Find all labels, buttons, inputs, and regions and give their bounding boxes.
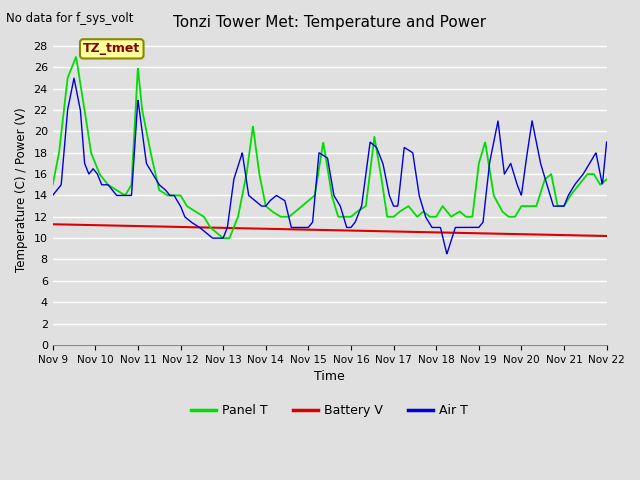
Title: Tonzi Tower Met: Temperature and Power: Tonzi Tower Met: Temperature and Power xyxy=(173,15,486,30)
X-axis label: Time: Time xyxy=(314,370,345,383)
Y-axis label: Temperature (C) / Power (V): Temperature (C) / Power (V) xyxy=(15,108,28,273)
Text: TZ_tmet: TZ_tmet xyxy=(83,42,140,55)
Legend: Panel T, Battery V, Air T: Panel T, Battery V, Air T xyxy=(186,399,473,422)
Text: No data for f_sys_volt: No data for f_sys_volt xyxy=(6,12,134,25)
